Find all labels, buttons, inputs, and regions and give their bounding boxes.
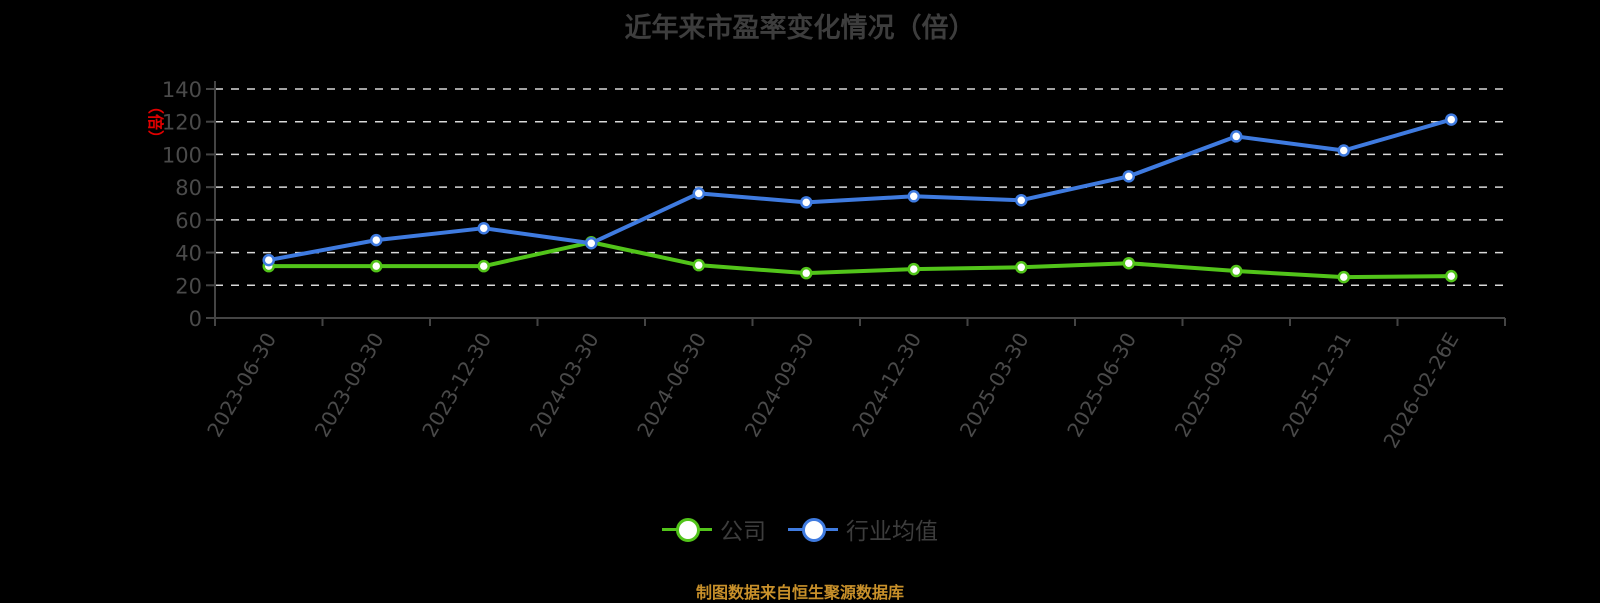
industry-average-series-line (268, 117, 1452, 263)
data-point-marker (1122, 256, 1135, 270)
legend-line-marker-icon (662, 517, 712, 542)
y-tick-label: 20 (175, 274, 202, 298)
data-point-marker (585, 236, 598, 250)
y-tick-label: 60 (175, 209, 202, 233)
data-point-marker (1015, 261, 1028, 274)
y-axis-label: （倍） (146, 98, 165, 146)
legend-item-industry-average[interactable]: 行业均值 (788, 512, 938, 546)
data-point-marker (800, 196, 813, 209)
data-point-marker (800, 266, 813, 280)
y-tick-label: 140 (162, 78, 202, 102)
data-point-marker (370, 259, 383, 273)
data-point-marker (1337, 270, 1350, 284)
y-tick-label: 40 (175, 242, 202, 266)
chart-title: 近年来市盈率变化情况（倍） (624, 13, 976, 44)
legend-label: 公司 (720, 519, 766, 545)
data-source-note: 制图数据来自恒生聚源数据库 (695, 583, 904, 602)
data-point-marker (370, 233, 383, 247)
data-point-marker (1230, 264, 1243, 278)
company-series-line (268, 240, 1452, 280)
x-tick-label: 2023-12-30 (417, 329, 496, 442)
x-tick-label: 2024-06-30 (632, 329, 711, 442)
legend: 公司 行业均值 (0, 512, 1600, 546)
y-tick-label: 100 (162, 143, 202, 167)
y-tick-label: 0 (189, 307, 202, 331)
x-tick-label: 2025-12-31 (1277, 329, 1356, 442)
legend-label: 行业均值 (846, 519, 938, 545)
line-chart: 0 20 40 60 80 100 120 140（倍） 2023-06-30 2023-09-3… (146, 78, 1506, 453)
data-point-marker (692, 258, 705, 272)
x-tick-label: 2026-02-26E (1378, 329, 1463, 453)
data-point-marker (1015, 193, 1028, 207)
legend-item-company[interactable]: 公司 (662, 512, 766, 546)
x-tick-label: 2024-09-30 (740, 329, 819, 442)
x-tick-label: 2025-06-30 (1062, 329, 1141, 442)
data-point-marker (907, 262, 920, 276)
x-tick-label: 2024-12-30 (847, 329, 926, 442)
data-point-marker (1230, 130, 1243, 143)
data-point-marker (1445, 113, 1458, 126)
data-point-marker (477, 259, 490, 273)
legend-line-marker-icon (788, 517, 838, 542)
x-tick-label: 2024-03-30 (525, 329, 604, 442)
data-point-marker (477, 221, 490, 235)
x-tick-label: 2025-09-30 (1170, 329, 1249, 442)
data-point-marker (262, 253, 275, 267)
data-point-marker (1337, 144, 1350, 157)
data-point-marker (692, 187, 705, 200)
data-point-marker (907, 190, 920, 203)
data-point-marker (1445, 269, 1458, 283)
y-tick-label: 120 (162, 111, 202, 135)
x-tick-label: 2023-09-30 (310, 329, 389, 442)
y-tick-label: 80 (175, 176, 202, 200)
x-tick-label: 2025-03-30 (955, 329, 1034, 442)
x-tick-label: 2023-06-30 (202, 329, 281, 442)
data-point-marker (1122, 170, 1135, 183)
